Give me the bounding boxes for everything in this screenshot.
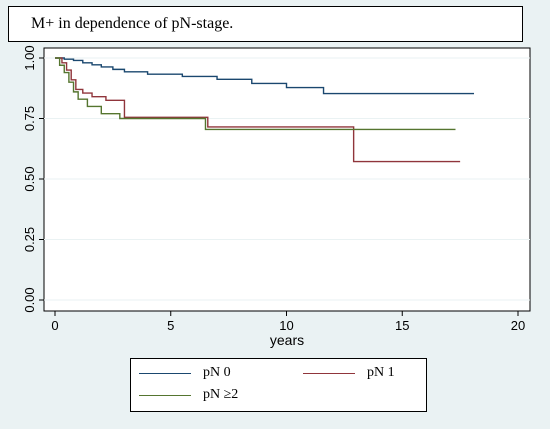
y-tick-label: 0.75	[22, 106, 37, 131]
series-lines	[55, 57, 475, 163]
legend: pN 0 pN 1 pN ≥2	[130, 358, 427, 412]
legend-label-pn1: pN 1	[367, 365, 395, 380]
x-axis-label: years	[270, 332, 304, 348]
x-tick-label: 5	[167, 318, 174, 333]
x-axis: 0 5 10 15 20	[51, 311, 525, 333]
chart-title-box: M+ in dependence of pN-stage.	[8, 6, 523, 42]
y-tick-label: 0.00	[22, 287, 37, 312]
x-tick-label: 10	[279, 318, 293, 333]
series-line-1	[55, 57, 461, 163]
legend-swatch-pn2	[139, 395, 191, 396]
series-line-2	[55, 57, 456, 131]
x-tick-label: 20	[511, 318, 525, 333]
y-axis: 0.00 0.25 0.50 0.75 1.00	[22, 45, 44, 313]
x-tick-label: 15	[395, 318, 409, 333]
y-tick-label: 1.00	[22, 45, 37, 70]
legend-swatch-pn1	[303, 373, 355, 374]
legend-label-pn2: pN ≥2	[203, 387, 239, 402]
y-tick-label: 0.50	[22, 166, 37, 191]
y-tick-label: 0.25	[22, 227, 37, 252]
series-line-0	[55, 57, 475, 95]
x-tick-label: 0	[51, 318, 58, 333]
legend-swatch-pn0	[139, 373, 191, 374]
chart-title: M+ in dependence of pN-stage.	[31, 15, 234, 32]
legend-label-pn0: pN 0	[203, 365, 231, 380]
